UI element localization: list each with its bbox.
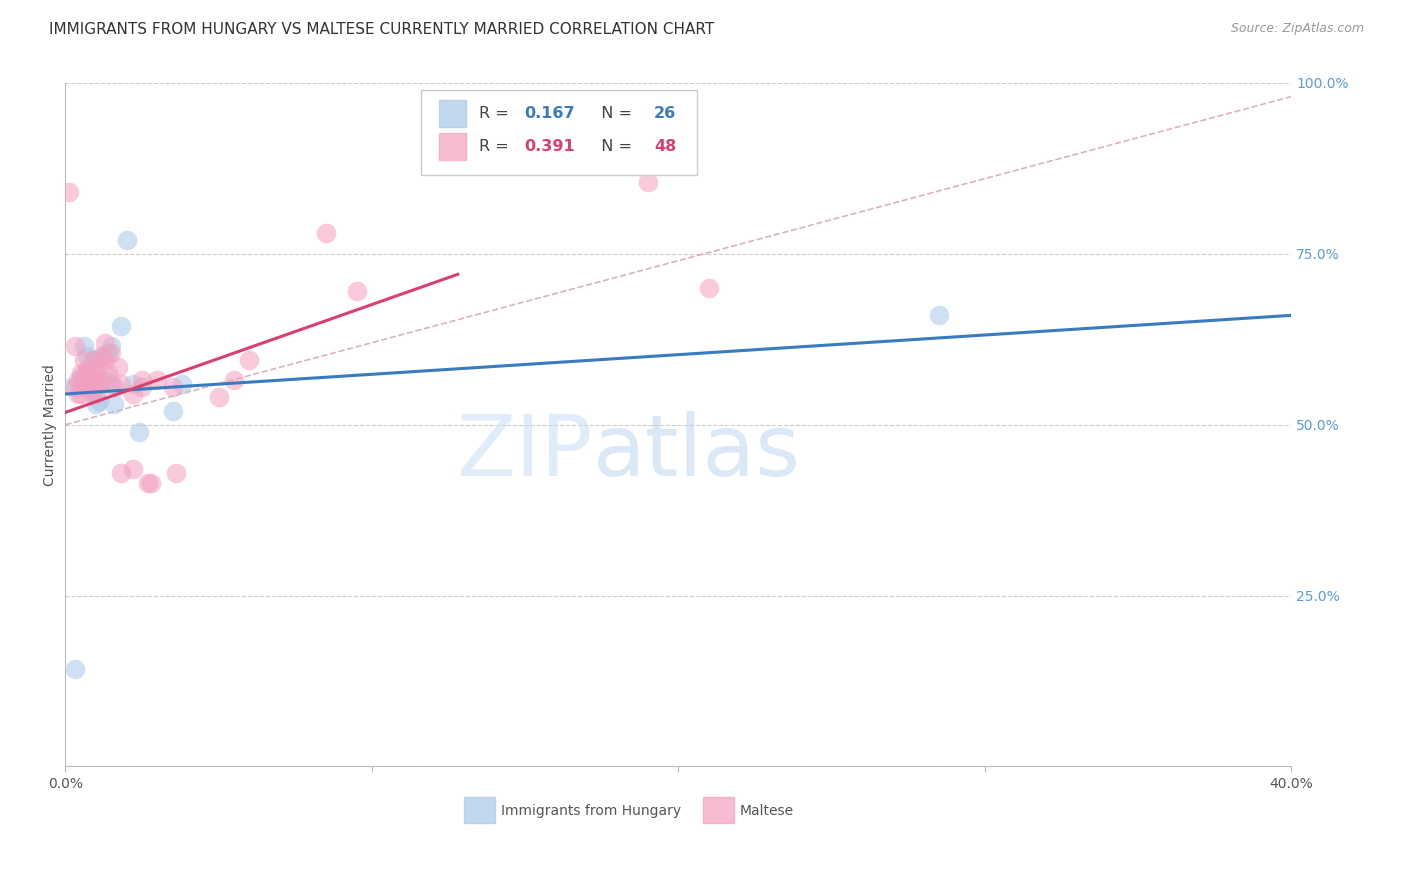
Point xyxy=(170,376,193,391)
Point xyxy=(162,380,184,394)
Point xyxy=(107,359,129,374)
Point xyxy=(69,387,91,401)
Point xyxy=(73,369,96,384)
Point xyxy=(315,227,337,241)
Point xyxy=(103,397,125,411)
Point xyxy=(63,380,86,394)
Point xyxy=(928,309,950,323)
Point xyxy=(76,380,98,394)
Point xyxy=(697,281,720,295)
Text: Immigrants from Hungary: Immigrants from Hungary xyxy=(501,804,681,818)
Point xyxy=(69,369,91,384)
Point xyxy=(79,380,101,394)
Point xyxy=(60,380,83,394)
FancyBboxPatch shape xyxy=(703,797,734,823)
Point xyxy=(110,376,132,391)
Point xyxy=(110,466,132,480)
Text: 0.167: 0.167 xyxy=(524,106,575,121)
Point xyxy=(73,339,96,353)
Point xyxy=(136,475,159,490)
Point xyxy=(69,376,91,391)
Text: R =: R = xyxy=(478,139,513,154)
Text: IMMIGRANTS FROM HUNGARY VS MALTESE CURRENTLY MARRIED CORRELATION CHART: IMMIGRANTS FROM HUNGARY VS MALTESE CURRE… xyxy=(49,22,714,37)
Point xyxy=(94,373,117,387)
Point xyxy=(84,387,107,401)
Point xyxy=(97,367,120,381)
Text: Maltese: Maltese xyxy=(740,804,794,818)
Text: 0.391: 0.391 xyxy=(524,139,575,154)
Point xyxy=(346,285,368,299)
Text: 26: 26 xyxy=(654,106,676,121)
Point xyxy=(79,380,101,394)
Point xyxy=(89,359,111,374)
Point xyxy=(91,373,114,387)
Point xyxy=(122,387,145,401)
Text: 48: 48 xyxy=(654,139,676,154)
Point xyxy=(66,373,89,387)
Point xyxy=(76,363,98,377)
Point xyxy=(91,349,114,363)
Text: ZIP: ZIP xyxy=(456,410,592,493)
FancyBboxPatch shape xyxy=(439,100,467,128)
Point xyxy=(73,380,96,394)
Point xyxy=(84,373,107,387)
Point xyxy=(122,376,145,391)
Point xyxy=(131,373,153,387)
Point xyxy=(82,387,104,401)
Point xyxy=(76,349,98,363)
Point xyxy=(63,339,86,353)
Point xyxy=(91,349,114,363)
Point xyxy=(69,367,91,381)
Point xyxy=(73,352,96,367)
Point xyxy=(208,390,231,404)
Point xyxy=(100,376,122,391)
Y-axis label: Currently Married: Currently Married xyxy=(44,364,58,485)
Point xyxy=(141,475,163,490)
Point xyxy=(94,352,117,367)
FancyBboxPatch shape xyxy=(439,133,467,161)
Point xyxy=(97,346,120,360)
Point xyxy=(82,352,104,367)
Point xyxy=(89,393,111,408)
Point xyxy=(84,352,107,367)
Text: N =: N = xyxy=(592,106,637,121)
Point xyxy=(122,462,145,476)
Point xyxy=(63,662,86,676)
Point xyxy=(82,369,104,384)
Point xyxy=(82,373,104,387)
Point xyxy=(238,352,260,367)
FancyBboxPatch shape xyxy=(420,90,697,175)
Point xyxy=(115,233,138,247)
Point xyxy=(79,373,101,387)
Point xyxy=(146,373,169,387)
Point xyxy=(84,367,107,381)
Text: N =: N = xyxy=(592,139,637,154)
Point xyxy=(222,373,245,387)
Point xyxy=(84,397,107,411)
Point xyxy=(82,352,104,367)
Point xyxy=(58,186,80,200)
Point xyxy=(82,384,104,398)
Text: Source: ZipAtlas.com: Source: ZipAtlas.com xyxy=(1230,22,1364,36)
Point xyxy=(637,175,659,189)
Point xyxy=(100,346,122,360)
Text: atlas: atlas xyxy=(592,410,800,493)
FancyBboxPatch shape xyxy=(464,797,495,823)
Point xyxy=(110,318,132,333)
Point xyxy=(76,367,98,381)
Point xyxy=(94,335,117,350)
Point xyxy=(89,376,111,391)
Point xyxy=(103,380,125,394)
Text: R =: R = xyxy=(478,106,513,121)
Point xyxy=(79,367,101,381)
Point xyxy=(131,380,153,394)
Point xyxy=(162,404,184,418)
Point xyxy=(66,387,89,401)
Point xyxy=(165,466,187,480)
Point xyxy=(100,339,122,353)
Point xyxy=(128,425,150,439)
